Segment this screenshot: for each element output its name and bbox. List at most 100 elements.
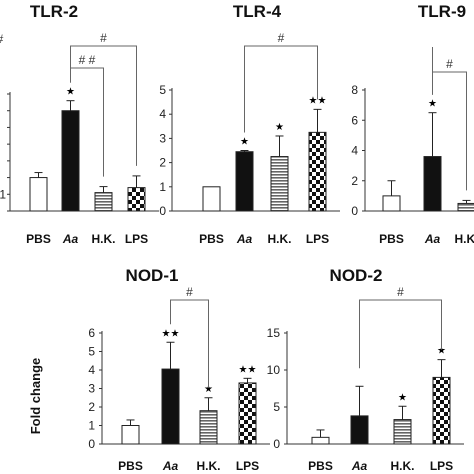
y-tick-label: 2 (351, 174, 358, 188)
y-tick-label: 0 (159, 204, 166, 218)
significance-mark: ★ (204, 384, 213, 395)
comparison-label: # (0, 32, 4, 46)
y-tick-label: 3 (88, 382, 95, 396)
bar (161, 368, 180, 445)
y-tick-labels: 0 5 10 15 (267, 326, 281, 451)
bar (121, 425, 140, 445)
bar (29, 177, 48, 212)
bar (61, 110, 80, 212)
y-tick-label: 15 (267, 326, 281, 340)
category-label: Aa (351, 459, 368, 473)
y-tick-label: 0 (351, 204, 358, 218)
chart-panel-tlr-9: TLR-9 0 2 4 6 8 ★ # # PBS Aa H.K. (0, 2, 474, 246)
category-label: H.K. (197, 459, 221, 473)
y-tick-label: 8 (351, 83, 358, 97)
significance-mark: ★ (398, 392, 407, 403)
bar (350, 415, 369, 445)
y-tick-label: 0 (273, 437, 280, 451)
category-label: H.K. (268, 232, 292, 246)
comparison-label: # (186, 285, 193, 299)
bar (423, 156, 442, 212)
chart-title: TLR-4 (233, 2, 282, 21)
bar (238, 382, 257, 445)
category-label: Aa (62, 232, 79, 246)
bar (457, 202, 474, 212)
chart-marks: ★ ★ # (284, 285, 464, 445)
category-label: Aa (162, 459, 179, 473)
bar (270, 156, 289, 212)
y-tick-label: 1 (159, 180, 166, 194)
y-tick-label: 2 (88, 400, 95, 414)
category-label: LPS (125, 232, 148, 246)
category-label: LPS (236, 459, 259, 473)
y-tick-label: 10 (267, 363, 281, 377)
y-tick-labels: 0 2 4 6 8 (351, 83, 358, 218)
category-label: H.K. (455, 232, 474, 246)
category-label: H.K. (391, 459, 415, 473)
comparison-label: # (278, 31, 285, 45)
chart-panel-nod-2: NOD-2 0 5 10 15 ★ ★ # PBS Aa H.K. LPS (267, 266, 464, 473)
significance-mark: ★ (437, 346, 446, 357)
comparison-bracket (70, 45, 137, 166)
significance-mark: ★ (428, 99, 437, 110)
y-tick-label: 3 (159, 131, 166, 145)
category-labels: PBS Aa H.K. LPS (118, 459, 259, 473)
comparison-label: # # (79, 53, 96, 67)
category-labels: PBS Aa H.K. (379, 232, 474, 246)
category-label: Aa (424, 232, 441, 246)
significance-mark: ★ (275, 122, 284, 133)
chart-marks: ★ # # # (7, 31, 159, 212)
category-label: LPS (306, 232, 329, 246)
y-tick-label: 6 (88, 326, 95, 340)
comparison-label: # (100, 31, 107, 45)
significance-mark: ★★ (239, 364, 257, 375)
y-tick-label: 5 (273, 400, 280, 414)
y-tick-label: 5 (159, 83, 166, 97)
chart-title: TLR-9 (418, 2, 466, 21)
chart-panel-tlr-2: TLR-2 1 ★ # # # PBS Aa H.K. LPS (0, 2, 159, 246)
category-label: PBS (308, 459, 333, 473)
y-tick-label: 4 (159, 107, 166, 121)
category-labels: PBS Aa H.K. LPS (26, 232, 148, 246)
significance-mark: ★★ (309, 95, 327, 106)
comparison-label: # (397, 285, 404, 299)
bar (202, 186, 221, 212)
bar (382, 195, 401, 212)
chart-title: NOD-2 (330, 266, 383, 285)
y-tick-labels: 0 1 2 3 4 5 (159, 83, 166, 218)
y-tick-label: 1 (0, 187, 6, 201)
comparison-bracket (244, 45, 318, 133)
chart-marks: ★★★★★# (99, 285, 270, 445)
chart-marks: ★★★★# (169, 31, 340, 212)
y-tick-label: 4 (351, 144, 358, 158)
comparison-bracket (170, 299, 209, 388)
bar (94, 192, 113, 212)
category-label: PBS (26, 232, 51, 246)
comparison-label: # (446, 57, 453, 71)
y-tick-labels: 0 1 2 3 4 5 6 (88, 326, 95, 451)
y-tick-labels: 1 (0, 187, 6, 201)
bar (308, 131, 327, 212)
bar (199, 410, 218, 445)
category-label: PBS (118, 459, 143, 473)
y-tick-label: 1 (88, 419, 95, 433)
category-label: PBS (199, 232, 224, 246)
y-tick-label: 0 (88, 437, 95, 451)
bar (432, 376, 451, 445)
significance-mark: ★★ (162, 328, 180, 339)
category-label: PBS (379, 232, 404, 246)
chart-marks: ★ # # (0, 32, 474, 212)
bar (311, 436, 330, 445)
chart-title: TLR-2 (30, 2, 78, 21)
chart-title: NOD-1 (126, 266, 179, 285)
y-tick-label: 6 (351, 113, 358, 127)
category-labels: PBS Aa H.K. LPS (308, 459, 453, 473)
y-tick-label: 4 (88, 363, 95, 377)
category-label: Aa (236, 232, 253, 246)
category-labels: PBS Aa H.K. LPS (199, 232, 329, 246)
category-label: H.K. (92, 232, 116, 246)
category-label: LPS (430, 459, 453, 473)
